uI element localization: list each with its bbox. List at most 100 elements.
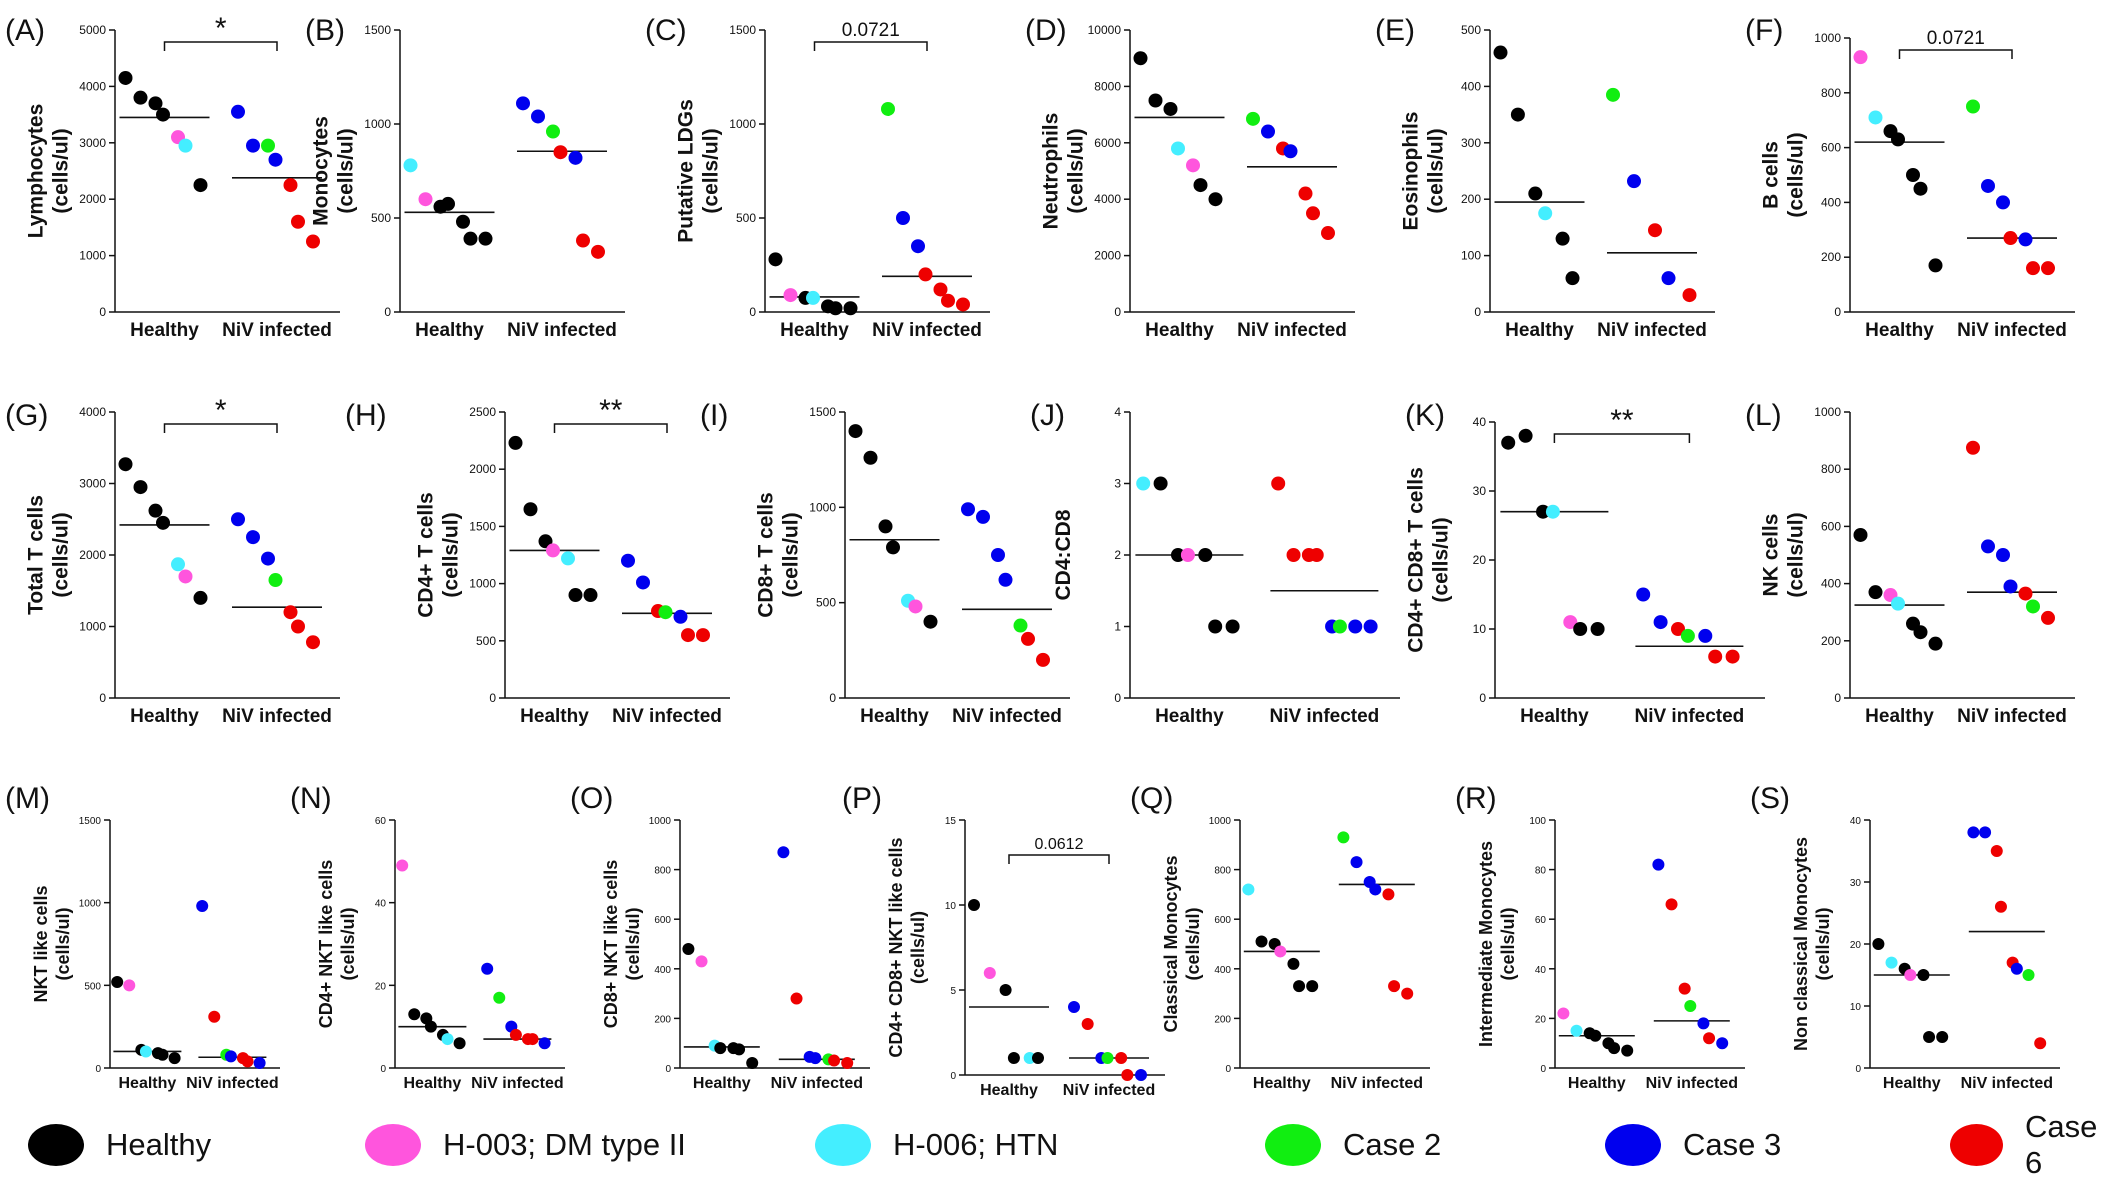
data-point [1981,539,1995,554]
y-tick-label: 0 [665,1064,671,1075]
significance-label: 0.0612 [1035,836,1084,853]
y-axis-label: B cells [1760,141,1783,209]
category-label: Healthy [1155,706,1224,727]
category-label: NiV infected [1646,1075,1738,1092]
y-axis-label: Total T cells [25,495,48,615]
y-tick-label: 3000 [79,136,106,150]
y-tick-label: 0 [950,1071,956,1082]
data-point [681,628,695,643]
y-tick-label: 20 [375,981,387,992]
data-point [1996,548,2010,562]
y-tick-label: 8000 [1094,79,1121,93]
data-point [171,557,185,572]
data-point [1081,1018,1094,1030]
panel-label: (O) [570,782,613,815]
data-point [1382,888,1395,901]
legend-swatch [28,1124,84,1166]
data-point [1994,900,2007,913]
y-tick-label: 30 [1473,484,1487,498]
legend-item: H-006; HTN [815,1115,1058,1175]
y-tick-label: 1000 [79,620,106,634]
significance-label: 0.0721 [842,20,900,41]
y-tick-label: 2500 [469,405,496,419]
y-tick-label: 0 [829,691,836,705]
data-point [1306,980,1319,993]
data-point [1725,649,1740,664]
data-point [1287,957,1300,970]
y-tick-label: 10 [1473,622,1487,636]
y-tick-label: 15 [945,816,957,827]
legend-label: H-006; HTN [893,1127,1059,1162]
panel-label: (F) [1745,14,1783,47]
data-point [1186,158,1200,173]
panel: (B) 0 500 1000 1500 Monocytes (cells/ul) Health… [305,14,625,341]
significance-bracket [1898,49,2013,59]
panel: (G) 0 1000 2000 3000 4000 Total T cells (cells/… [5,394,340,727]
y-axis-label: Lymphocytes [25,104,48,239]
y-axis-label: (cells/ul) [1065,128,1088,213]
data-point [2041,261,2055,276]
panel-label: (Q) [1130,782,1173,815]
data-point [1885,956,1898,969]
data-point [123,979,136,992]
data-point [478,231,493,246]
data-point [268,573,283,588]
data-point [156,107,170,122]
data-point [636,575,650,590]
data-point [2018,586,2033,601]
panel: (L) 0 200 400 600 800 1000 NK cells (cells/ul) He… [1745,399,2075,727]
panel-label: (B) [305,14,345,47]
data-point [1891,132,1905,147]
y-axis-label: (cells/ul) [1785,512,1808,597]
data-point [553,145,568,160]
data-point [918,267,933,282]
data-point [526,1033,539,1046]
y-axis-label: (cells/ul) [1183,907,1203,980]
y-tick-label: 500 [736,211,756,225]
data-point [911,239,925,254]
y-axis-label: (cells/ul) [50,512,73,597]
data-point [196,899,209,912]
y-tick-label: 20 [1850,940,1862,951]
panel: (R) 0 20 40 60 80 100 Intermediate Monocytes (ce… [1455,782,1745,1092]
data-point [1321,226,1335,241]
panel-label: (E) [1375,14,1415,47]
data-point [1697,1017,1710,1030]
category-label: Healthy [1505,320,1574,341]
y-axis-label: (cells/ul) [1785,132,1808,217]
data-point [1293,980,1306,993]
data-point [1021,631,1035,646]
data-point [1350,856,1363,869]
y-tick-label: 200 [1821,634,1841,648]
y-tick-label: 0 [99,305,106,319]
data-point [408,1008,421,1021]
data-point [546,124,560,139]
data-point [193,178,208,193]
y-tick-label: 0 [380,1064,386,1075]
data-point [1363,619,1378,634]
category-label: NiV infected [471,1075,563,1092]
y-tick-label: 30 [1850,878,1862,889]
y-tick-label: 0 [749,305,756,319]
data-point [1570,1024,1583,1037]
y-axis-label: (cells/ul) [908,911,928,984]
y-axis-label: Non classical Monocytes [1791,837,1811,1051]
panel: (P) 0 5 10 15 CD4+ CD8+ NKT like cells (cells/… [842,782,1165,1099]
category-label: Healthy [130,706,199,727]
data-point [156,515,170,530]
data-point [509,1028,522,1041]
data-point [291,619,305,634]
data-point [133,480,148,495]
y-tick-label: 5000 [79,23,106,37]
y-tick-label: 100 [1461,249,1481,263]
data-point [1153,476,1168,491]
data-point [1536,504,1550,519]
data-point [696,628,710,643]
data-point [1665,898,1678,911]
data-point [1703,1032,1716,1045]
data-point [841,1057,854,1070]
panel-label: (H) [345,399,387,432]
category-label: Healthy [1865,706,1934,727]
panel: (I) 0 500 1000 1500 CD8+ T cells (cells/ul) Hea… [700,399,1070,727]
y-axis-label: CD4+ T cells [415,492,438,617]
